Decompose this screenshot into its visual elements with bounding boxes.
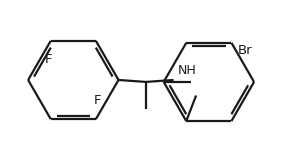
Text: F: F: [45, 53, 53, 66]
Text: F: F: [94, 94, 102, 107]
Text: NH: NH: [178, 64, 196, 77]
Text: Br: Br: [237, 44, 252, 57]
